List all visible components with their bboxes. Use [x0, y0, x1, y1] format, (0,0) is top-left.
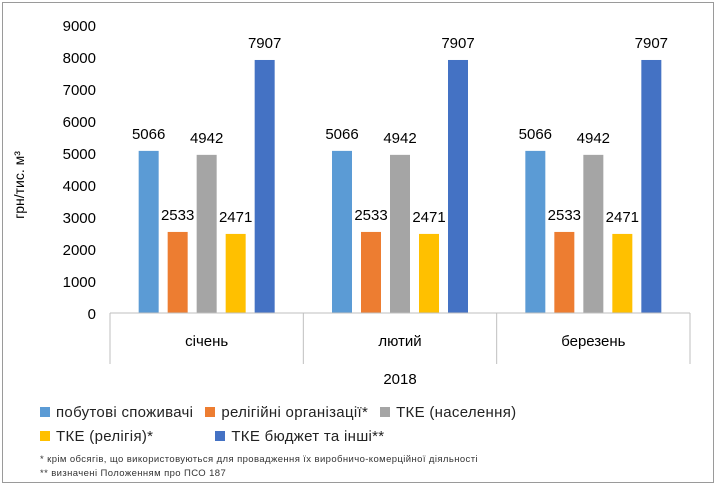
y-tick-label: 3000	[63, 210, 96, 227]
bar	[138, 150, 159, 313]
legend-swatch	[205, 407, 216, 417]
x-axis: січень лютий березень	[109, 312, 691, 364]
y-tick-label: 2000	[63, 242, 96, 259]
x-tick-label: березень	[561, 333, 625, 350]
legend-row-1: побутові споживачі релігійні організації…	[40, 400, 700, 424]
y-tick-label: 1000	[63, 274, 96, 291]
legend-swatch	[380, 407, 391, 417]
y-axis: 0 1000 2000 3000 4000 5000 6000 7000 8000 9000	[63, 18, 96, 323]
data-label: 2471	[412, 209, 445, 226]
bars	[138, 59, 662, 314]
legend-swatch	[215, 431, 226, 441]
data-label: 7907	[248, 35, 281, 52]
y-tick-label: 8000	[63, 50, 96, 67]
y-tick-label: 5000	[63, 146, 96, 163]
x-axis-title: 2018	[383, 371, 416, 388]
chart-frame	[2, 2, 714, 483]
footnotes: * крім обсягів, що використовуються для …	[40, 453, 478, 481]
bar	[554, 231, 575, 313]
legend-row-2: ТКЕ (релігія)* ТКЕ бюджет та інші**	[40, 424, 700, 448]
bar	[612, 233, 633, 313]
bar	[225, 233, 246, 313]
bar	[196, 154, 217, 313]
data-label: 4942	[383, 130, 416, 147]
bar	[583, 154, 604, 313]
legend-label: ТКЕ (населення)	[396, 403, 517, 421]
legend-item-tke-religion: ТКЕ (релігія)*	[40, 428, 153, 445]
legend-label: ТКЕ (релігія)*	[56, 427, 154, 445]
x-tick-label: лютий	[378, 333, 421, 350]
x-tick-label: січень	[185, 333, 228, 350]
legend-swatch	[40, 407, 50, 417]
data-label: 2471	[219, 209, 252, 226]
legend-label: релігійні організації*	[221, 403, 369, 421]
legend-item-tke-population: ТКЕ (населення)	[380, 404, 516, 421]
bar	[525, 150, 546, 313]
legend-item-religious: релігійні організації*	[205, 404, 368, 421]
data-label: 7907	[441, 35, 474, 52]
data-label: 5066	[519, 126, 552, 143]
legend-label: побутові споживачі	[56, 403, 194, 421]
legend-item-tke-budget: ТКЕ бюджет та інші**	[215, 428, 384, 445]
data-labels: 5066 2533 4942 2471 7907 5066 2533 4942 2471 7907…	[132, 35, 668, 226]
bar-chart: 0 1000 2000 3000 4000 5000 6000 7000 8000 9000 50…	[11, 18, 691, 388]
legend-swatch	[40, 431, 50, 441]
data-label: 5066	[132, 126, 165, 143]
data-label: 5066	[325, 126, 358, 143]
data-label: 2533	[354, 207, 387, 224]
bar	[448, 59, 468, 314]
y-axis-label: грн/тис. м³	[11, 151, 27, 219]
bar	[390, 154, 410, 313]
footnote-2: ** визначені Положенням про ПСО 187	[40, 468, 227, 479]
bar	[167, 231, 188, 313]
data-label: 2471	[606, 209, 639, 226]
bar	[361, 231, 381, 313]
legend-label: ТКЕ бюджет та інші**	[231, 427, 385, 445]
y-tick-label: 7000	[63, 82, 96, 99]
footnote-1: * крім обсягів, що використовуються для …	[40, 454, 478, 465]
data-label: 7907	[635, 35, 668, 52]
data-label: 2533	[548, 207, 581, 224]
y-tick-label: 9000	[63, 18, 96, 35]
y-tick-label: 4000	[63, 178, 96, 195]
data-label: 4942	[190, 130, 223, 147]
legend-item-household: побутові споживачі	[40, 404, 193, 421]
y-tick-label: 0	[88, 306, 96, 323]
data-label: 4942	[577, 130, 610, 147]
bar	[332, 150, 352, 313]
y-tick-label: 6000	[63, 114, 96, 131]
data-label: 2533	[161, 207, 194, 224]
bar	[641, 59, 662, 314]
bar	[254, 59, 275, 314]
bar	[419, 233, 439, 313]
legend: побутові споживачі релігійні організації…	[40, 400, 700, 448]
